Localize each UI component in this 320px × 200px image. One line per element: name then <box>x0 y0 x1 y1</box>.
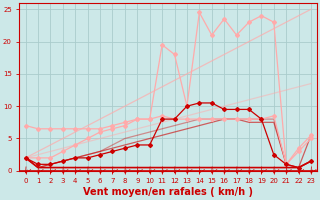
X-axis label: Vent moyen/en rafales ( km/h ): Vent moyen/en rafales ( km/h ) <box>83 187 253 197</box>
